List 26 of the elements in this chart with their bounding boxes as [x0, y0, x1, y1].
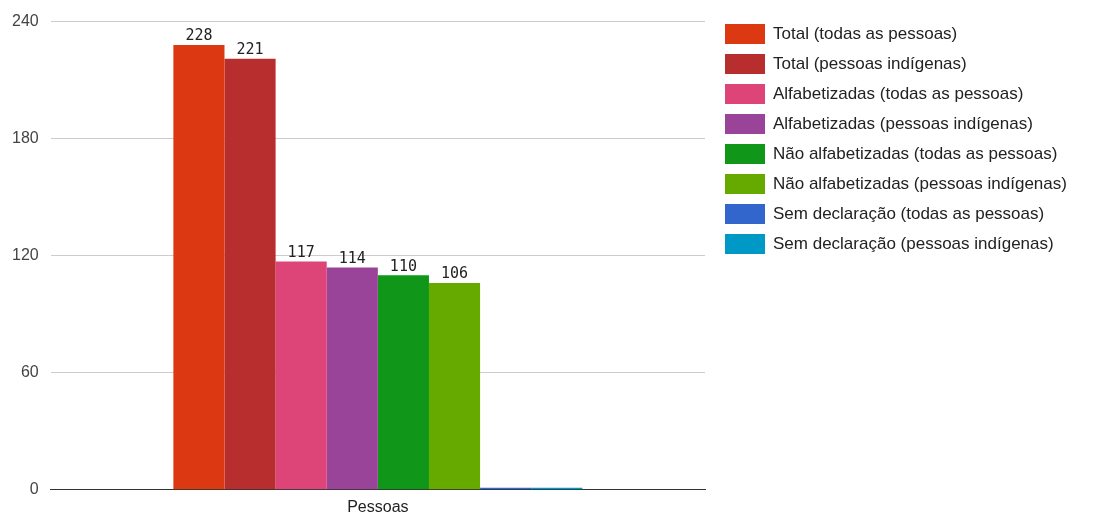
y-tick-label: 240	[11, 12, 39, 30]
legend-label: Total (pessoas indígenas)	[773, 53, 968, 75]
legend-label: Sem declaração (todas as pessoas)	[773, 203, 1046, 225]
bar	[428, 283, 481, 490]
y-tick-label: 120	[11, 246, 39, 264]
bar	[275, 261, 327, 490]
legend-label: Sem declaração (pessoas indígenas)	[773, 233, 1055, 255]
y-tick-label: 60	[20, 363, 39, 381]
legend-label: Total (todas as pessoas)	[773, 23, 959, 45]
data-label: 114	[338, 248, 366, 267]
y-tick-label: 0	[29, 480, 39, 498]
x-tick-label: Pessoas	[347, 497, 409, 515]
data-label: 117	[287, 242, 315, 261]
bar	[224, 58, 276, 490]
data-label: 228	[185, 26, 213, 45]
data-label: 221	[236, 40, 264, 59]
data-label: 106	[440, 264, 469, 283]
bar	[377, 275, 429, 490]
data-label: 110	[389, 256, 417, 275]
legend-label: Não alfabetizadas (todas as pessoas)	[773, 143, 1059, 165]
legend-label: Não alfabetizadas (pessoas indígenas)	[773, 173, 1068, 195]
legend-label: Alfabetizadas (pessoas indígenas)	[773, 113, 1034, 135]
y-tick-label: 180	[11, 129, 39, 147]
legend-label: Alfabetizadas (todas as pessoas)	[773, 83, 1025, 105]
bar	[326, 267, 378, 490]
bar	[173, 45, 225, 490]
